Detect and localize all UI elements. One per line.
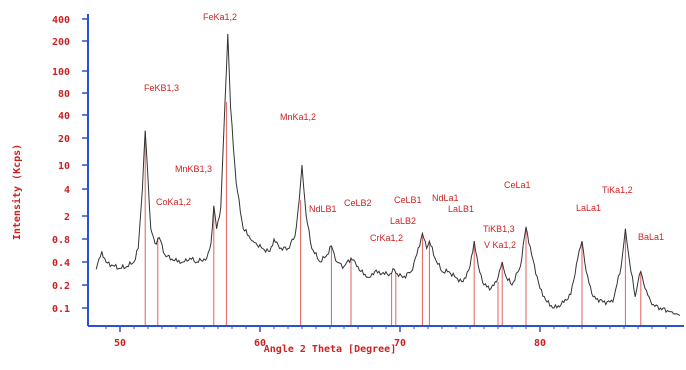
peak-label: BaLa1 (638, 232, 664, 242)
peak-label: LaLa1 (576, 203, 601, 213)
curve-group (95, 33, 681, 316)
peak-lines (144, 102, 642, 326)
peak-label: NdLB1 (309, 204, 337, 214)
y-tick-label: 0.1 (52, 304, 70, 315)
peak-label: MnKa1,2 (280, 112, 316, 122)
peak-label: NdLa1 (432, 193, 459, 203)
peak-label: CeLB1 (394, 195, 422, 205)
x-axis: 50 60 70 80 (88, 325, 684, 349)
y-tick-label: 4 (64, 185, 70, 196)
y-tick-label: 200 (52, 37, 70, 48)
peak-label: CoKa1,2 (156, 197, 191, 207)
peak-label: CeLa1 (504, 180, 531, 190)
peak-label: CrKa1,2 (370, 233, 403, 243)
y-tick-label: 0.2 (52, 281, 70, 292)
y-tick-label: 40 (58, 111, 70, 122)
x-tick-label: 80 (534, 338, 546, 349)
y-axis-title: Intensity (Kcps) (11, 144, 23, 240)
spectrum-line (95, 33, 681, 316)
y-axis: 400 200 100 80 40 20 10 4 2 0.8 0.4 0.2 0.1 (52, 14, 89, 326)
y-tick-label: 10 (58, 161, 70, 172)
peak-label: LaLB1 (448, 204, 474, 214)
y-tick-label: 100 (52, 67, 70, 78)
y-tick-label: 2 (64, 212, 70, 223)
y-tick-label: 0.8 (52, 235, 70, 246)
x-tick-label: 60 (254, 338, 266, 349)
peak-label: LaLB2 (390, 216, 416, 226)
peak-label: TiKB1,3 (483, 224, 515, 234)
peak-label: V Ka1,2 (484, 240, 516, 250)
peak-label: MnKB1,3 (175, 164, 212, 174)
peak-label: FeKa1,2 (203, 12, 237, 22)
y-tick-label: 20 (58, 134, 70, 145)
y-tick-label: 0.4 (52, 258, 70, 269)
x-tick-label: 50 (114, 338, 126, 349)
x-tick-label: 70 (394, 338, 406, 349)
peak-label: FeKB1,3 (144, 83, 179, 93)
y-tick-label: 80 (58, 89, 70, 100)
peak-label: TiKa1,2 (602, 185, 633, 195)
peak-labels: FeKB1,3 CoKa1,2 MnKB1,3 FeKa1,2 MnKa1,2 NdLB1… (144, 12, 664, 250)
peak-label: CeLB2 (344, 198, 372, 208)
y-tick-label: 400 (52, 15, 70, 26)
x-axis-title: Angle 2 Theta [Degree] (264, 344, 396, 355)
